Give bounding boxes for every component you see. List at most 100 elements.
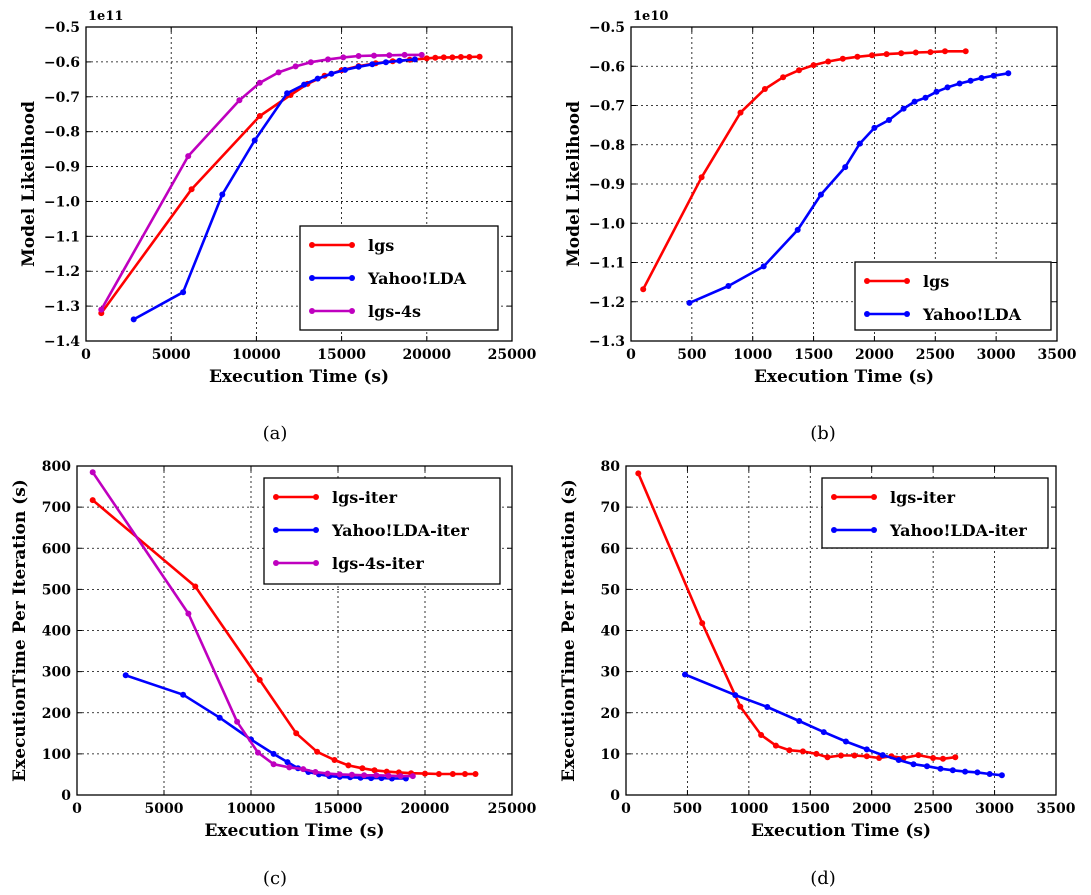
x-tick-label: 500 — [677, 347, 706, 363]
y-tick-label: 20 — [601, 706, 621, 722]
x-tick-label: 10000 — [227, 801, 276, 817]
y-tick-label: 60 — [601, 541, 621, 557]
data-point — [355, 63, 362, 70]
legend-marker — [313, 560, 319, 566]
legend-item-lgs-iter: lgs-iter — [273, 488, 398, 507]
y-tick-label: 600 — [42, 541, 71, 557]
data-point — [270, 750, 277, 757]
y-tick-label: −0.7 — [589, 99, 625, 115]
data-point — [682, 671, 688, 678]
data-point — [432, 54, 439, 61]
legend-label: lgs-iter — [890, 488, 956, 507]
data-point — [130, 316, 137, 323]
y-tick-label: 50 — [601, 582, 621, 598]
x-tick-label: 1500 — [791, 801, 830, 817]
data-point — [251, 137, 258, 144]
y-tick-label: −0.6 — [44, 55, 80, 71]
data-point — [256, 113, 263, 119]
data-point — [942, 48, 948, 55]
data-point — [188, 186, 195, 193]
data-point — [640, 286, 647, 293]
data-point — [940, 755, 946, 762]
data-point — [839, 55, 846, 62]
x-tick-label: 20000 — [402, 347, 451, 363]
data-point — [411, 56, 418, 63]
legend-label: Yahoo!LDA — [367, 269, 467, 288]
data-point — [871, 124, 878, 131]
data-point — [794, 226, 801, 233]
data-point — [952, 754, 959, 761]
data-point — [924, 763, 930, 770]
legend-box — [821, 477, 1049, 549]
y-tick-label: 700 — [42, 500, 71, 516]
data-point — [476, 53, 483, 60]
x-tick-label: 0 — [621, 801, 631, 817]
data-point — [234, 718, 241, 725]
data-point — [216, 714, 223, 721]
panel-caption: (c) — [263, 868, 287, 889]
y-tick-label: −0.8 — [44, 125, 80, 141]
data-point — [371, 767, 378, 774]
legend-marker — [871, 527, 877, 533]
y-tick-label: 200 — [42, 706, 71, 722]
data-point — [324, 770, 331, 777]
legend-marker — [273, 494, 279, 500]
y-tick-label: −1.3 — [44, 299, 80, 315]
data-point — [345, 762, 352, 769]
data-point — [185, 153, 192, 160]
data-point — [275, 69, 282, 76]
data-point — [758, 732, 765, 738]
data-point — [761, 86, 768, 92]
data-point — [355, 53, 362, 59]
data-point — [396, 57, 403, 64]
y-tick-label: 500 — [42, 582, 71, 598]
data-point — [895, 757, 902, 763]
x-tick-label: 2500 — [914, 801, 953, 817]
legend-marker — [871, 494, 877, 500]
data-point — [270, 761, 277, 768]
data-point — [386, 52, 393, 59]
data-point — [930, 755, 937, 761]
x-tick-label: 0 — [626, 347, 636, 363]
y-axis-label: ExecutionTime Per Iteration (s) — [559, 479, 579, 782]
legend-marker — [309, 242, 315, 248]
data-point — [825, 58, 832, 65]
data-point — [256, 79, 263, 86]
data-point — [457, 54, 464, 60]
y-tick-label: −0.9 — [44, 160, 80, 176]
data-point — [314, 748, 321, 755]
data-point — [122, 672, 129, 679]
y-tick-label: −0.7 — [44, 90, 80, 106]
y-axis-label: Model Likelihood — [564, 101, 584, 267]
y-tick-label: −1.2 — [589, 295, 625, 311]
data-point — [382, 59, 389, 66]
data-point — [312, 769, 319, 775]
data-point — [967, 77, 974, 84]
panel-d: 0 500 1000 1500 2000 2500 3000 3500 0 10 20 30 40 50 6… — [559, 459, 1076, 889]
data-point — [361, 772, 368, 779]
data-point — [962, 768, 969, 775]
data-point — [898, 50, 905, 57]
data-point — [927, 49, 934, 56]
data-point — [863, 746, 870, 753]
legend-marker — [349, 275, 355, 281]
y-tick-label: −0.6 — [589, 59, 625, 75]
data-point — [974, 769, 981, 776]
y-tick-label: −1.1 — [589, 256, 625, 272]
data-point — [780, 74, 787, 81]
data-point — [998, 772, 1005, 779]
x-tick-label: 20000 — [401, 801, 450, 817]
legend-label: lgs-4s — [368, 302, 421, 321]
x-tick-label: 2500 — [916, 347, 955, 363]
legend-marker — [904, 311, 910, 317]
legend-item-yahoo-lda-iter: Yahoo!LDA-iter — [831, 521, 1027, 540]
data-point — [915, 752, 922, 759]
legend-item-lgs: lgs — [864, 272, 949, 291]
data-point — [842, 164, 849, 171]
x-tick-label: 0 — [72, 801, 82, 817]
data-point — [869, 52, 875, 59]
y-tick-label: 800 — [42, 459, 71, 475]
data-point — [796, 718, 803, 724]
data-point — [962, 48, 969, 55]
data-point — [842, 738, 849, 745]
